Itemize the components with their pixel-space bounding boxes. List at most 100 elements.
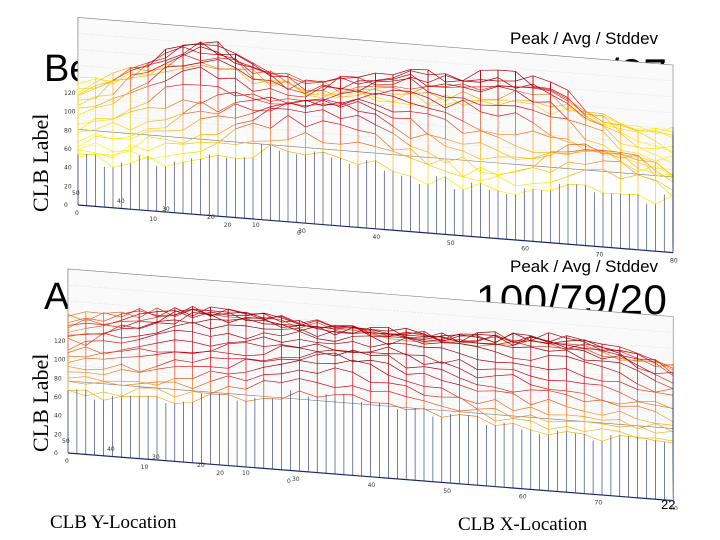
mesh-line [192,308,211,312]
mesh-line [174,329,193,333]
mesh-line [77,142,96,150]
mesh-line [357,101,376,111]
mesh-line [566,380,585,384]
mesh-line [567,169,586,177]
mesh-line [388,342,407,345]
mesh-line [270,96,289,104]
mesh-line [235,63,254,69]
mesh-line [147,127,166,129]
mesh-line [235,67,254,80]
mesh-line [620,161,639,176]
mesh-line [322,90,341,98]
mesh-line [370,346,389,353]
mesh-line [515,90,534,103]
mesh-line [550,144,569,156]
mesh-line [174,308,193,312]
mesh-line [281,328,300,330]
mesh-line [392,85,411,90]
mesh-line [427,113,446,120]
mesh-line [352,359,371,363]
mesh-line [228,341,247,344]
mesh-line [637,141,656,147]
mesh-line [217,102,236,113]
mesh-line [619,346,638,354]
mesh-line [548,420,567,423]
mesh-line [317,326,336,330]
mesh-line [512,374,531,386]
mesh-line [121,320,140,328]
mesh-line [427,164,446,172]
mesh-line [165,65,184,68]
mesh-line [67,322,86,326]
mesh-line [620,124,639,132]
mesh-line [112,90,131,105]
mesh-line [156,339,175,344]
mesh-line [620,153,639,161]
mesh-line [77,117,96,132]
mesh-line [619,355,638,366]
mesh-line [477,334,496,342]
mesh-line [585,124,604,132]
mesh-line [121,369,140,373]
mesh-line [445,146,464,152]
mesh-line [532,109,551,118]
mesh-line [340,98,359,106]
mesh-line [601,360,620,363]
mesh-line [217,41,236,62]
mesh-line [299,320,318,330]
mesh-line [317,349,336,352]
mesh-line [480,111,499,117]
mesh-line [620,123,639,131]
mesh-line [497,190,516,196]
mesh-line [112,144,131,159]
mesh-line [121,356,140,358]
mesh-line [459,377,478,386]
mesh-line [532,167,551,173]
mesh-line [228,311,247,314]
mesh-line [352,351,371,353]
mesh-line [532,83,551,95]
mesh-line [445,73,464,82]
mesh-line [388,336,407,339]
mesh-line [299,325,318,327]
mesh-line [584,348,603,357]
surface-skirt [67,364,674,502]
mesh-line [235,120,254,125]
mesh-line [156,319,175,322]
mesh-line [130,107,149,113]
mesh-line [427,73,446,76]
mesh-line [566,337,585,342]
mesh-line [655,371,674,375]
mesh-line [235,60,254,68]
mesh-line [235,77,254,92]
mesh-line [410,145,429,153]
mesh-line [655,411,674,423]
mesh-line [103,364,122,370]
mesh-line [200,41,219,44]
mesh-line [392,148,411,151]
mesh-line [270,72,289,75]
mesh-line [512,414,531,419]
mesh-line [655,437,674,442]
mesh-line [566,390,585,394]
mesh-line [530,346,549,352]
mesh-line [548,390,567,396]
mesh-line [147,136,166,140]
mesh-line [95,154,114,168]
x-tick-label: 10 [149,216,157,223]
mesh-line [85,325,104,329]
mesh-line [480,175,499,182]
mesh-line [156,322,175,325]
mesh-line [305,80,324,83]
mesh-line [427,83,446,88]
mesh-line [235,53,254,64]
mesh-line [85,322,104,325]
mesh-line [340,157,359,165]
mesh-line [480,130,499,135]
mesh-line [85,332,104,346]
mesh-line [495,386,514,393]
mesh-line [375,87,394,89]
mesh-line [235,99,254,103]
mesh-line [200,66,219,79]
mesh-line [228,324,247,327]
